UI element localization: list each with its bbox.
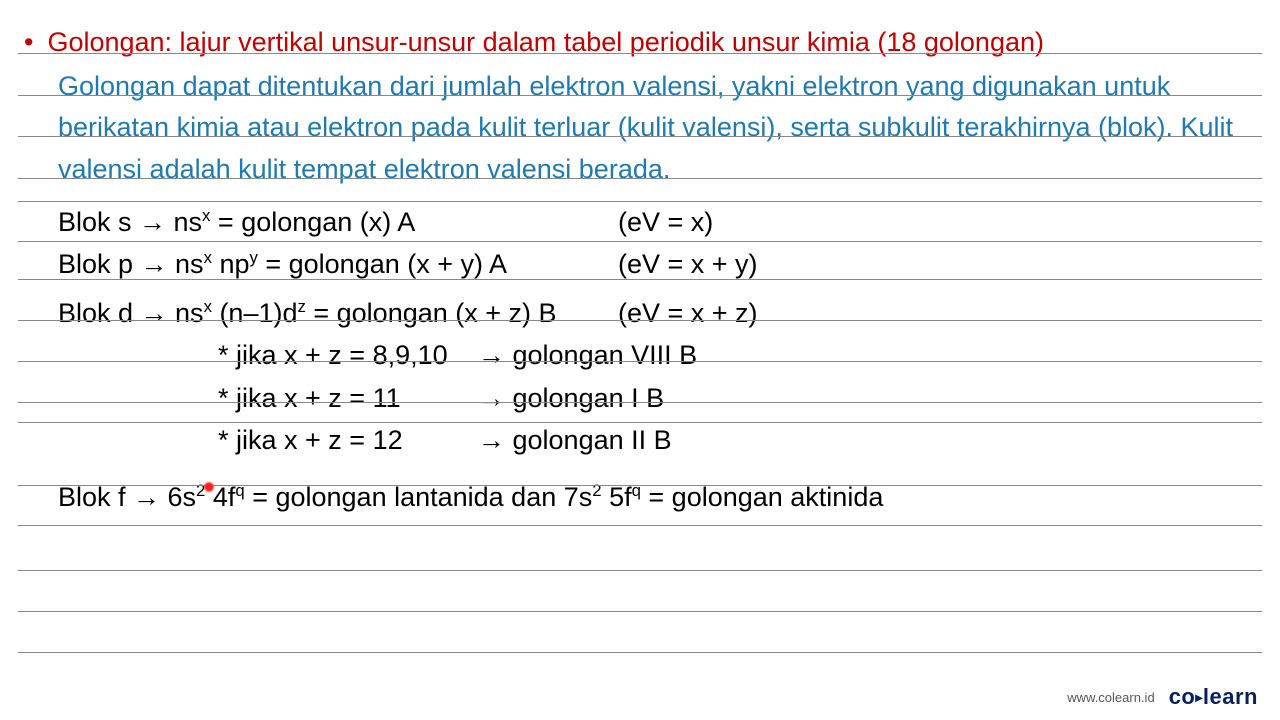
cond-2: * jika x + z = 11 → golongan I B [58,376,1222,419]
cond-3-right: → golongan II B [478,420,1222,461]
cond-1-right: → golongan VIII B [478,335,1222,376]
block-s-formula: Blok s → nsx = golongan (x) A [58,202,618,243]
cond-2-right: → golongan I B [478,378,1222,419]
cond-1-left: * jika x + z = 8,9,10 [218,335,478,376]
brand-logo: co▸learn [1169,684,1258,710]
block-p-row: Blok p → nsx npy = golongan (x + y) A (e… [58,242,1222,285]
cond-3: * jika x + z = 12 → golongan II B [58,418,1222,461]
cond-3-left: * jika x + z = 12 [218,420,478,461]
brand-triangle-icon: ▸ [1195,689,1203,705]
block-p-formula: Blok p → nsx npy = golongan (x + y) A [58,244,618,285]
footer: www.colearn.id co▸learn [1067,684,1258,710]
brand-part-a: co [1169,684,1196,709]
bullet-icon: • [24,24,33,60]
block-d-formula: Blok d → nsx (n–1)dz = golongan (x + z) … [58,293,618,334]
block-f-formula: Blok f → 6s2 4fq = golongan lantanida da… [58,477,883,518]
block-rules: Blok s → nsx = golongan (x) A (eV = x) B… [18,200,1262,518]
description: Golongan dapat ditentukan dari jumlah el… [18,66,1262,189]
slide-content: • Golongan: lajur vertikal unsur-unsur d… [0,0,1280,517]
block-p-ev: (eV = x + y) [618,244,1222,285]
block-f-row: Blok f → 6s2 4fq = golongan lantanida da… [58,475,1222,518]
block-s-row: Blok s → nsx = golongan (x) A (eV = x) [58,200,1222,243]
cond-2-left: * jika x + z = 11 [218,378,478,419]
footer-url: www.colearn.id [1067,690,1154,705]
laser-pointer-icon [203,481,215,493]
brand-part-b: learn [1203,684,1258,709]
cond-1: * jika x + z = 8,9,10 → golongan VIII B [58,333,1222,376]
title-row: • Golongan: lajur vertikal unsur-unsur d… [18,24,1262,60]
slide-title: Golongan: lajur vertikal unsur-unsur dal… [47,24,1044,60]
block-d-row: Blok d → nsx (n–1)dz = golongan (x + z) … [58,291,1222,334]
block-d-ev: (eV = x + z) [618,293,1222,334]
block-s-ev: (eV = x) [618,202,1222,243]
